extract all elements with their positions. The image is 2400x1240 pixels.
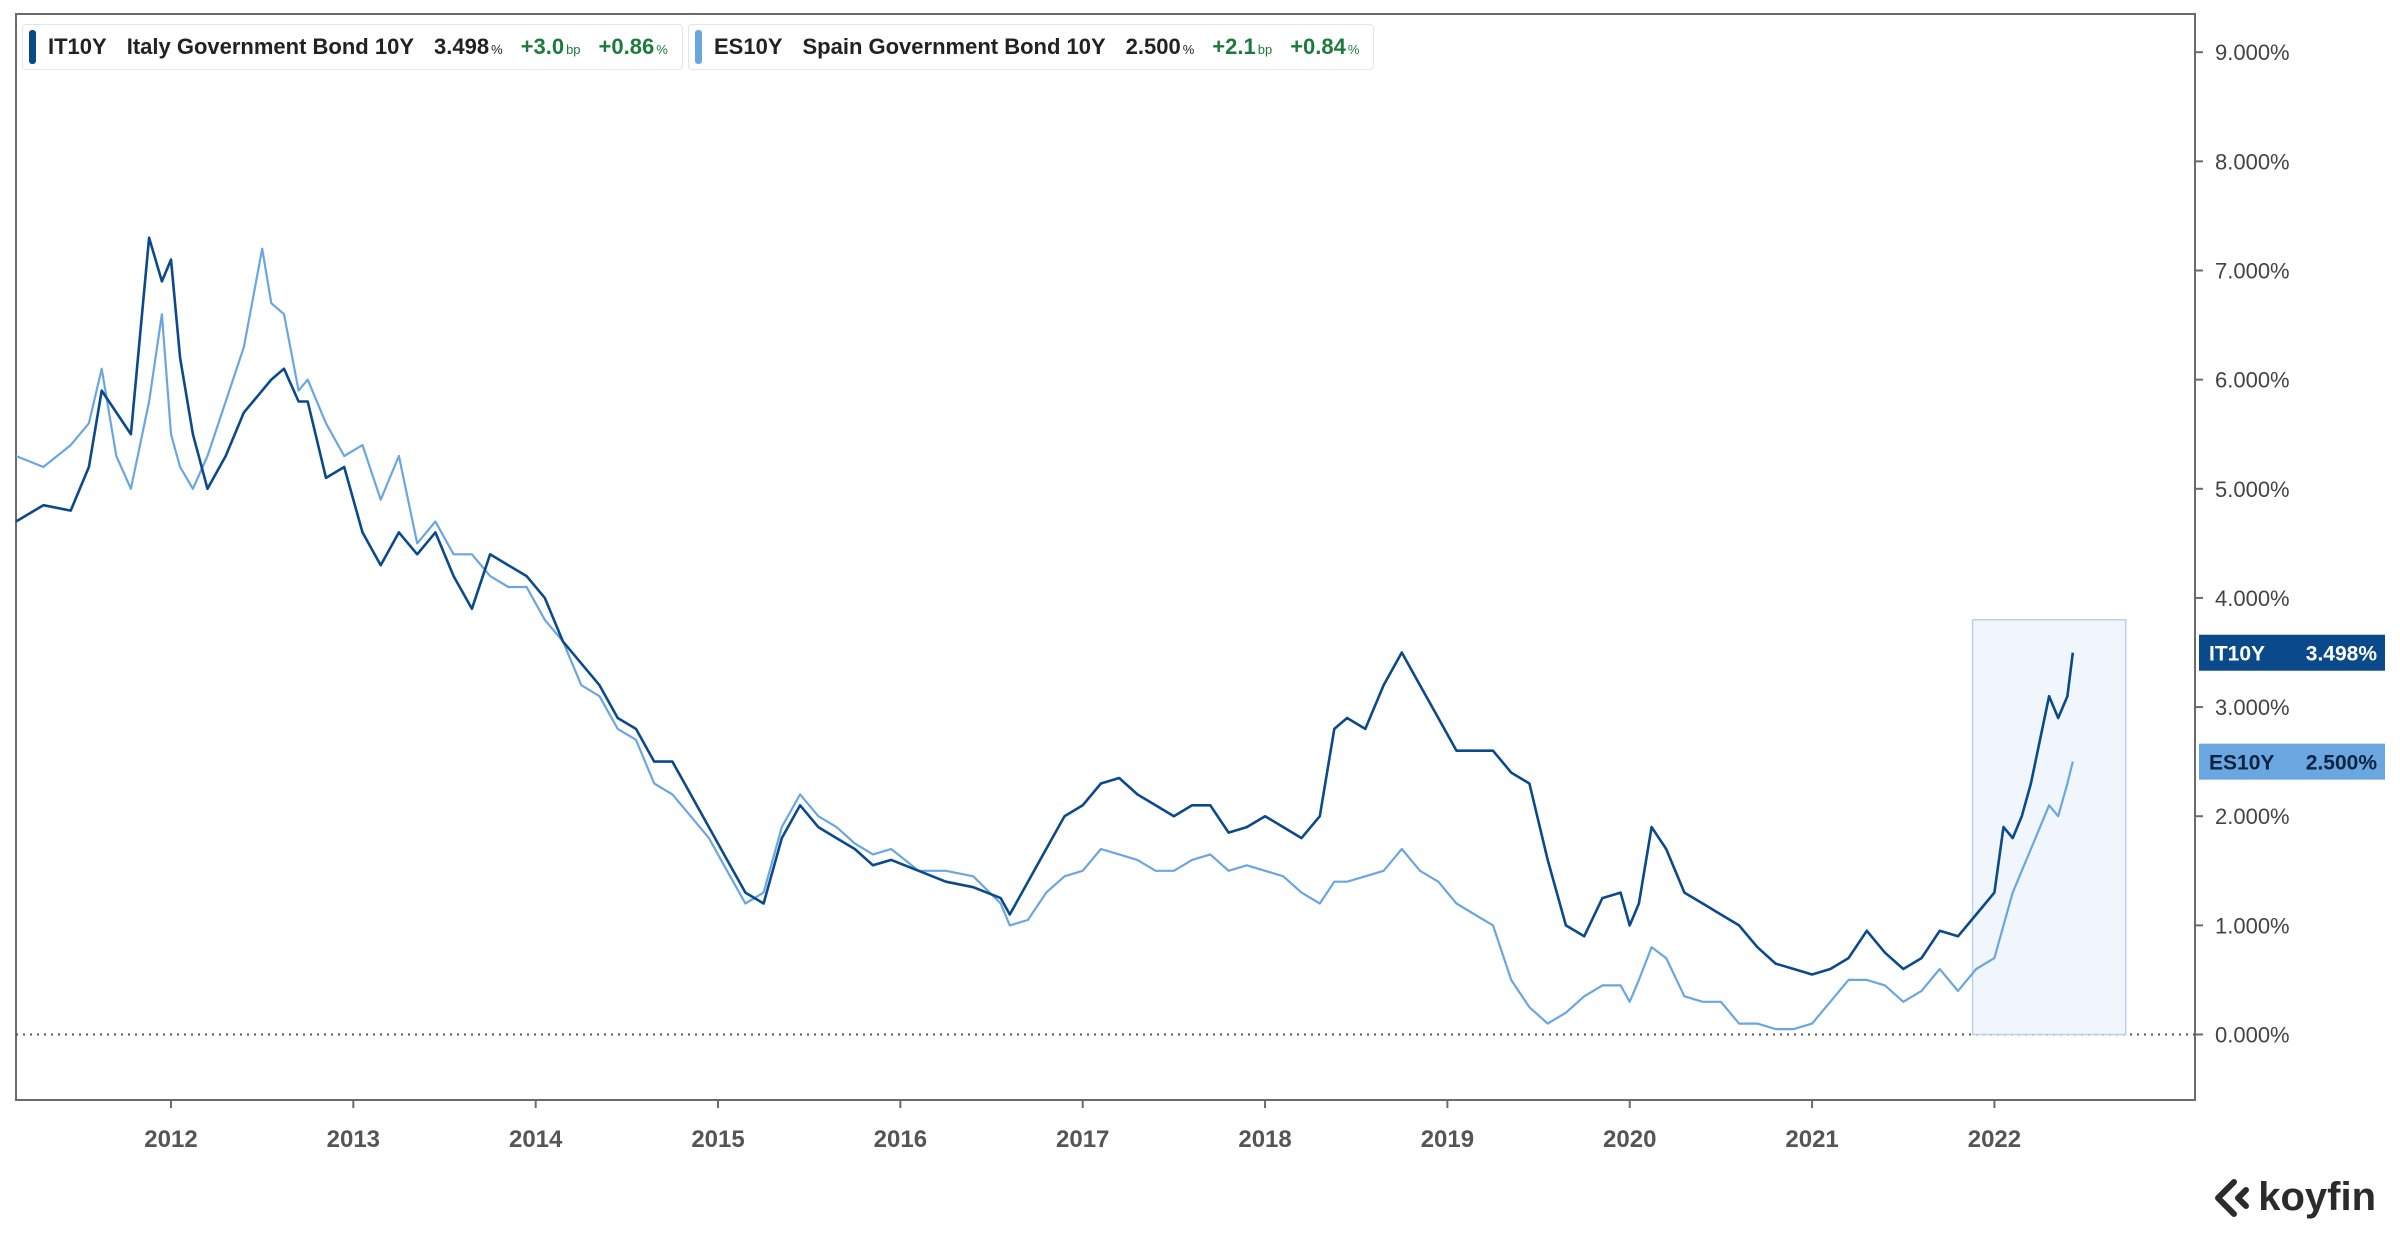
x-tick-label: 2015 [691,1126,744,1153]
price-tag-es10y: ES10Y 2.500% [2199,743,2385,780]
legend-change-pct: +0.84% [1290,34,1360,59]
price-tag-ticker: ES10Y [2209,752,2274,775]
x-tick-label: 2020 [1603,1126,1656,1153]
series-line-es10y [15,247,2074,1031]
x-tick-label: 2017 [1056,1126,1109,1153]
series-color-swatch [29,30,36,64]
koyfin-logo: koyfin [2212,1175,2376,1220]
koyfin-logo-icon [2215,1178,2250,1217]
legend-series-name: Italy Government Bond 10Y [126,34,414,59]
price-tag-value: 2.500% [2306,752,2378,775]
y-tick-label: 3.000% [2215,695,2290,720]
series-color-swatch [695,30,702,64]
y-tick-label: 5.000% [2215,477,2290,502]
y-tick-label: 0.000% [2215,1023,2290,1048]
legend-value: 2.500% [1125,34,1195,59]
price-tag-background [2199,743,2385,780]
series-line-it10y [15,236,2075,976]
price-tag-value: 3.498% [2306,643,2378,666]
x-tick-label: 2016 [874,1126,927,1153]
price-tag-it10y: IT10Y 3.498% [2199,634,2385,671]
y-tick-label: 9.000% [2215,40,2290,65]
legend-ticker: ES10Y [714,34,783,59]
x-tick-label: 2013 [327,1126,380,1153]
legend-change-bp: +2.1 bp [1212,34,1273,59]
x-tick-label: 2018 [1238,1126,1291,1153]
y-tick-label: 4.000% [2215,586,2290,611]
y-tick-label: 2.000% [2215,804,2290,829]
price-tag-background [2199,634,2385,671]
highlight-region [1971,619,2127,1036]
legend-ticker: IT10Y [48,34,107,59]
x-tick-label: 2022 [1968,1126,2021,1153]
x-tick-label: 2012 [144,1126,197,1153]
x-tick-label: 2014 [509,1126,563,1153]
price-tag-ticker: IT10Y [2209,643,2265,666]
legend-value: 3.498% [434,34,503,59]
x-tick-label: 2021 [1785,1126,1838,1153]
koyfin-logo-text: koyfin [2258,1175,2376,1219]
plot-frame [15,13,2196,1101]
y-tick-label: 6.000% [2215,368,2290,393]
y-tick-label: 1.000% [2215,913,2290,938]
x-tick-label: 2019 [1421,1126,1474,1153]
legend-change-bp: +3.0 bp [520,34,581,59]
y-tick-label: 8.000% [2215,149,2290,174]
legend-series-name: Spain Government Bond 10Y [802,34,1106,59]
legend-change-pct: +0.86% [598,34,668,59]
legend-item-it10y[interactable]: IT10Y Italy Government Bond 10Y 3.498% +… [22,24,683,70]
y-tick-label: 7.000% [2215,258,2290,283]
legend-item-es10y[interactable]: ES10Y Spain Government Bond 10Y 2.500% +… [688,24,1375,70]
